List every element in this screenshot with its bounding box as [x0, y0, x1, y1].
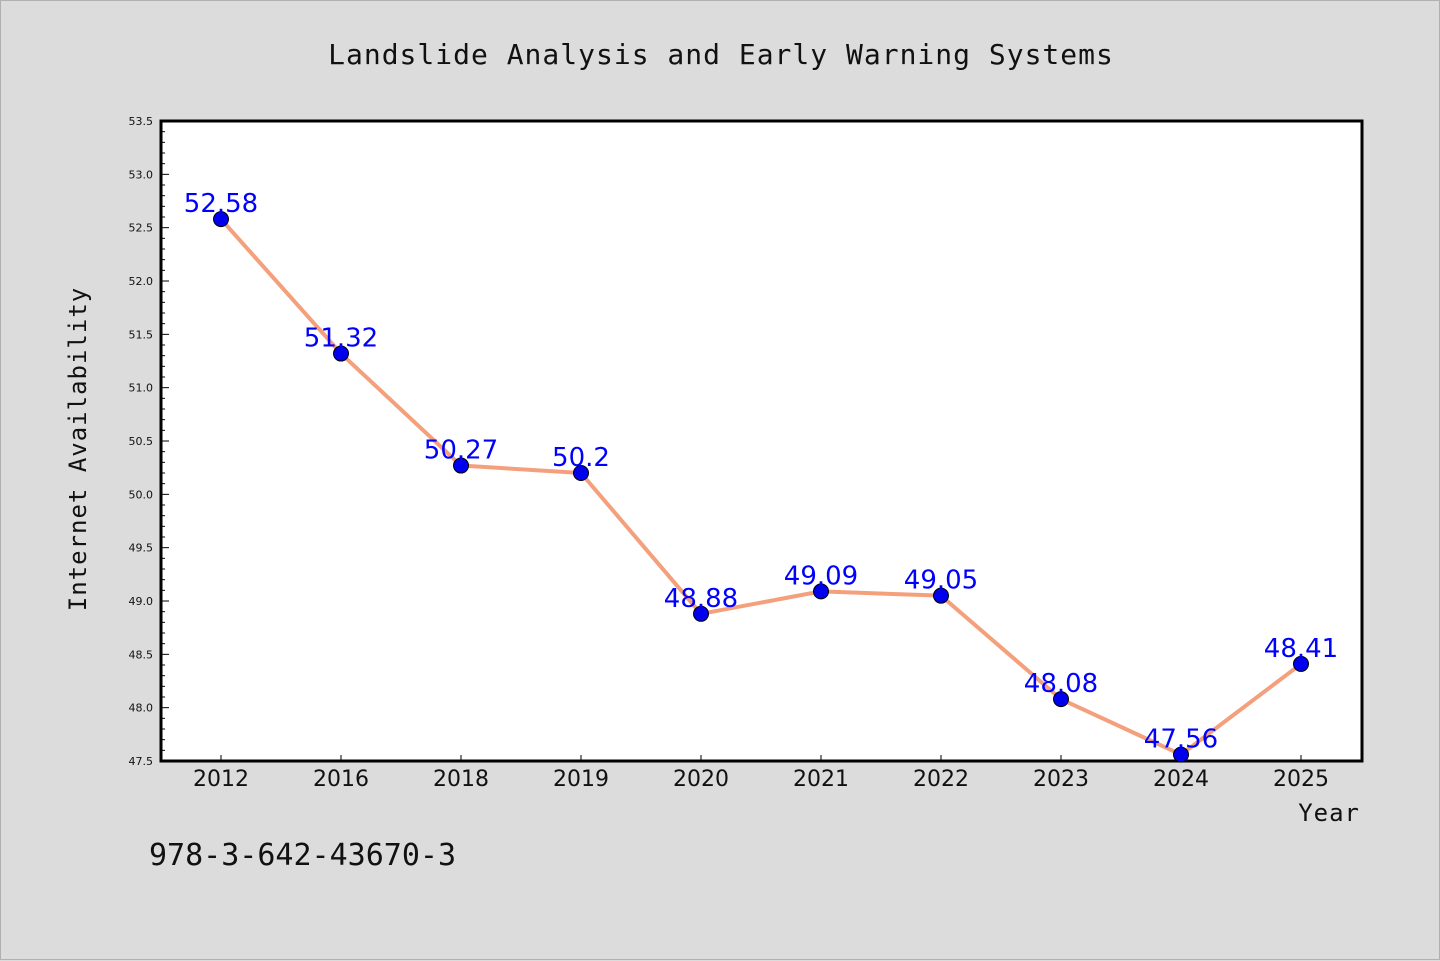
data-point-marker [813, 583, 829, 600]
y-tick-label: 47.5 [129, 755, 154, 768]
x-tick-label: 2023 [1033, 767, 1089, 792]
isbn-text: 978-3-642-43670-3 [149, 838, 456, 873]
data-label: 51.32 [304, 324, 378, 354]
y-tick-label: 53.0 [129, 168, 154, 181]
y-tick-label: 48.0 [129, 702, 154, 715]
markers-group [213, 211, 1309, 763]
y-axis-label: Internet Availability [64, 287, 92, 611]
data-label: 47.56 [1144, 725, 1218, 755]
x-tick-label: 2020 [673, 767, 729, 792]
x-tick-label: 2016 [313, 767, 369, 792]
y-tick-label: 50.5 [129, 435, 154, 448]
data-label: 49.05 [904, 566, 978, 596]
series-line [219, 217, 1303, 757]
chart-title: Landslide Analysis and Early Warning Sys… [328, 38, 1114, 71]
y-tick-label: 52.0 [129, 275, 154, 288]
x-tick-label: 2021 [793, 767, 849, 792]
data-label: 48.08 [1024, 669, 1098, 699]
y-tick-label: 52.5 [129, 222, 154, 235]
y-tick-label: 48.5 [129, 648, 154, 661]
data-point-marker [453, 457, 469, 474]
x-axis-label: Year [1298, 799, 1360, 827]
data-label: 50.2 [552, 443, 610, 473]
y-tick-label: 49.5 [129, 542, 154, 555]
data-point-marker [213, 211, 229, 228]
x-tick-label: 2018 [433, 767, 489, 792]
data-point-marker [1053, 691, 1069, 708]
y-tick-label: 51.5 [129, 328, 154, 341]
data-point-marker [333, 345, 349, 362]
data-label: 48.88 [664, 584, 738, 614]
x-tick-label: 2012 [193, 767, 249, 792]
y-tick-label: 49.0 [129, 595, 154, 608]
x-tick-label: 2024 [1153, 767, 1209, 792]
data-point-marker [693, 605, 709, 622]
data-point-marker [573, 465, 589, 481]
data-label: 49.09 [784, 561, 858, 591]
x-tick-label: 2022 [913, 767, 969, 792]
y-tick-label: 50.0 [129, 488, 154, 501]
y-axis: 47.5 48.0 48.5 49.0 49.5 50.0 50.5 51.0 51.5 52.0… [129, 115, 169, 768]
data-label: 48.41 [1264, 634, 1338, 664]
x-axis: 2012 2016 2018 2019 2020 2021 2022 2023 2024 2025 [193, 755, 1329, 792]
data-labels-group: 52.58 51.32 50.27 50.2 48.88 49.09 49.05 48.08 4… [184, 189, 1338, 754]
data-point-marker [1293, 655, 1309, 672]
data-point-marker [933, 587, 949, 604]
data-label: 50.27 [424, 436, 498, 466]
series-line-group [219, 217, 1303, 757]
plot-area [159, 119, 1364, 763]
x-tick-label: 2025 [1273, 767, 1329, 792]
data-point-marker [1173, 746, 1189, 763]
y-tick-label: 51.0 [129, 382, 154, 395]
x-tick-label: 2019 [553, 767, 609, 792]
y-tick-label: 53.5 [129, 115, 154, 128]
data-label: 52.58 [184, 189, 258, 219]
